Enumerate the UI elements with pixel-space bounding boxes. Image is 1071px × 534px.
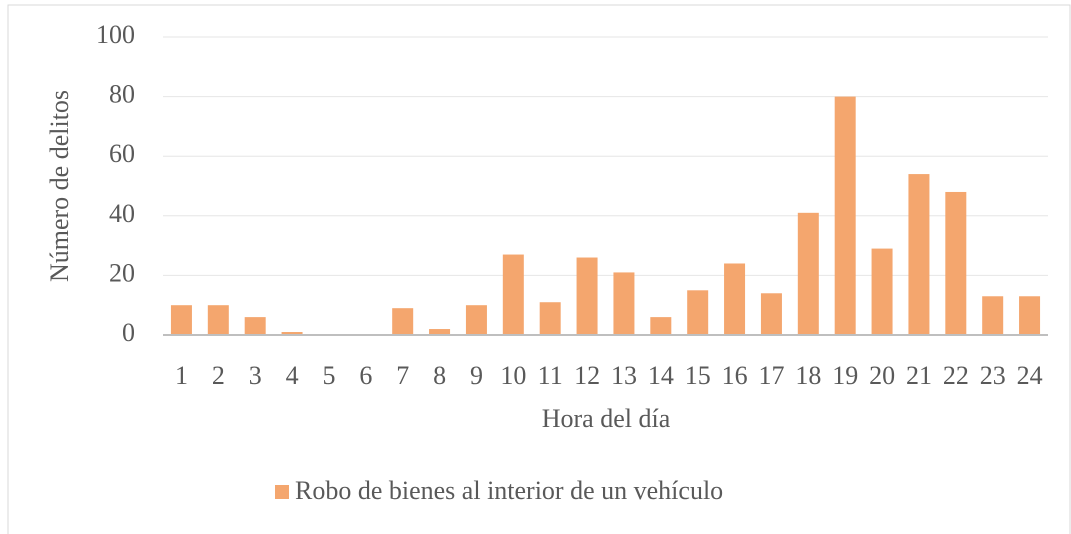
x-tick-label: 11 (538, 361, 563, 390)
bar (982, 296, 1004, 335)
bar (429, 329, 451, 335)
bar (392, 308, 414, 335)
legend-label: Robo de bienes al interior de un vehícul… (295, 476, 723, 505)
bar (613, 272, 635, 335)
x-tick-label: 17 (758, 361, 784, 390)
bar (834, 96, 856, 335)
bar (465, 305, 487, 335)
bar (945, 191, 967, 335)
legend-swatch (275, 485, 289, 499)
x-tick-label: 15 (685, 361, 711, 390)
x-tick-label: 3 (249, 361, 262, 390)
x-tick-label: 23 (980, 361, 1006, 390)
chart-frame (7, 4, 1071, 534)
x-tick-label: 9 (470, 361, 483, 390)
x-tick-label: 14 (648, 361, 674, 390)
y-tick-label: 40 (109, 199, 135, 228)
bar (244, 317, 266, 335)
bar (539, 302, 561, 335)
x-tick-label: 21 (906, 361, 932, 390)
x-tick-label: 5 (322, 361, 335, 390)
x-tick-label: 24 (1017, 361, 1043, 390)
bar (760, 293, 782, 335)
x-tick-label: 18 (795, 361, 821, 390)
x-tick-label: 19 (832, 361, 858, 390)
bar (170, 305, 192, 335)
x-tick-label: 13 (611, 361, 637, 390)
x-tick-label: 4 (286, 361, 299, 390)
y-tick-label: 60 (109, 139, 135, 168)
bar (724, 263, 746, 335)
bar (1019, 296, 1041, 335)
x-tick-label: 8 (433, 361, 446, 390)
y-tick-label: 0 (122, 318, 135, 347)
y-tick-label: 20 (109, 258, 135, 287)
x-tick-label: 1 (175, 361, 188, 390)
x-tick-label: 6 (359, 361, 372, 390)
y-tick-label: 100 (96, 20, 135, 49)
y-tick-label: 80 (109, 80, 135, 109)
x-axis-title: Hora del día (542, 404, 671, 433)
x-tick-label: 2 (212, 361, 225, 390)
x-tick-label: 16 (722, 361, 748, 390)
x-tick-label: 12 (574, 361, 600, 390)
bar (871, 248, 893, 335)
x-tick-label: 22 (943, 361, 969, 390)
bar (207, 305, 229, 335)
x-tick-label: 20 (869, 361, 895, 390)
y-axis-title: Número de delitos (45, 90, 74, 282)
x-tick-label: 7 (396, 361, 409, 390)
bar (797, 212, 819, 335)
bar (687, 290, 709, 335)
bar (908, 174, 930, 335)
x-tick-label: 10 (500, 361, 526, 390)
bar (502, 254, 524, 335)
bar (576, 257, 598, 335)
bar (281, 332, 303, 335)
bar (650, 317, 672, 335)
